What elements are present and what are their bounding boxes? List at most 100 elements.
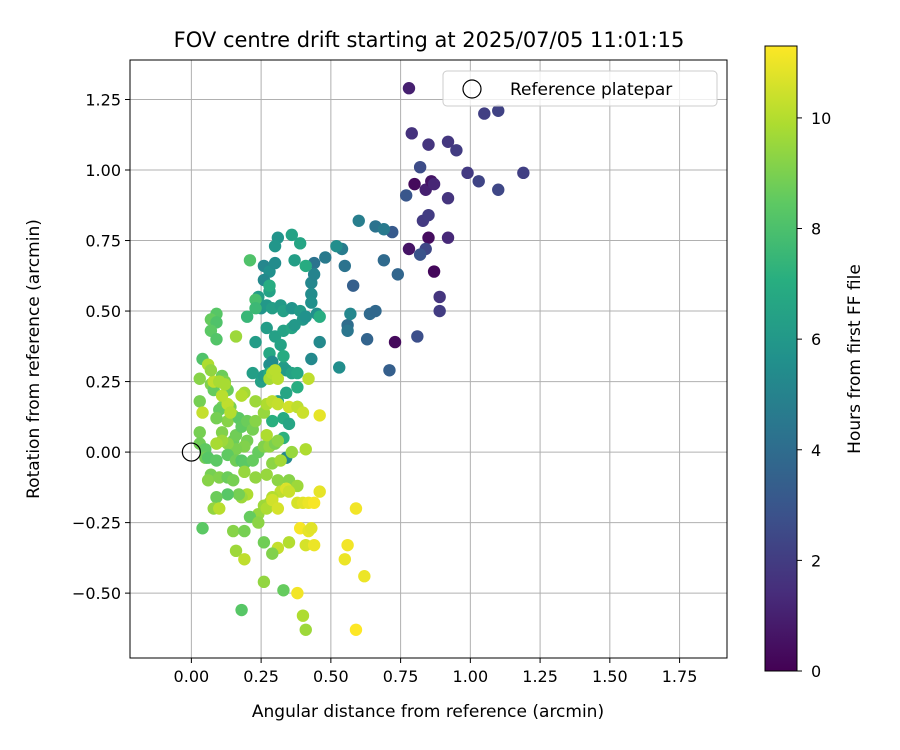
- data-point: [307, 496, 321, 510]
- data-point: [299, 259, 312, 273]
- data-point: [210, 491, 223, 504]
- data-point: [232, 488, 245, 501]
- x-tick-label: 1.00: [453, 667, 489, 686]
- data-point: [282, 485, 296, 498]
- colorbar-label: Hours from first FF file: [845, 264, 865, 454]
- colorbar-ticks: 0 2 4 6 8 10: [797, 109, 831, 681]
- data-point: [319, 251, 332, 264]
- data-point: [492, 104, 505, 117]
- colorbar-tick-label: 8: [811, 220, 821, 239]
- data-point: [313, 335, 326, 349]
- data-point: [360, 333, 374, 346]
- colorbar-tick-label: 2: [811, 551, 821, 570]
- data-point: [263, 279, 276, 292]
- data-point: [235, 603, 248, 617]
- data-point: [305, 296, 318, 309]
- data-point: [422, 231, 435, 244]
- axis-ticks: 0.00 0.25 0.50 0.75 1.00 1.25 1.50 1.75 −0.50 −0.…: [72, 90, 697, 686]
- data-point: [218, 378, 232, 391]
- data-point: [441, 192, 455, 205]
- data-point: [349, 623, 363, 636]
- x-tick-label: 0.25: [243, 667, 279, 686]
- data-point: [282, 536, 296, 549]
- y-tick-label: 0.25: [85, 373, 121, 392]
- reference-point-marker: [181, 442, 201, 462]
- data-point: [227, 524, 240, 538]
- data-point: [408, 177, 421, 191]
- data-point: [282, 417, 296, 431]
- data-point: [313, 409, 326, 422]
- x-tick-label: 0.00: [174, 667, 210, 686]
- data-point: [377, 254, 391, 267]
- data-point: [358, 569, 371, 583]
- y-tick-label: −0.25: [72, 514, 121, 533]
- colorbar: 0 2 4 6 8 10 Hours from first FF file: [764, 45, 865, 681]
- data-point: [341, 538, 354, 552]
- y-tick-label: 1.00: [85, 161, 121, 180]
- data-point: [274, 338, 287, 352]
- data-point: [260, 321, 273, 335]
- y-tick-label: −0.50: [72, 584, 121, 603]
- data-point: [268, 239, 282, 253]
- data-point: [246, 366, 259, 380]
- data-point: [288, 318, 301, 332]
- data-point: [291, 381, 304, 394]
- data-point: [399, 189, 413, 202]
- data-point: [433, 290, 446, 304]
- data-point: [257, 575, 271, 589]
- data-point: [224, 406, 237, 419]
- data-point: [271, 397, 285, 411]
- data-point: [293, 237, 307, 250]
- data-point: [238, 465, 251, 479]
- data-point: [249, 414, 262, 428]
- data-point: [215, 389, 229, 402]
- data-point: [210, 437, 223, 450]
- data-point: [402, 242, 416, 256]
- data-point: [210, 454, 223, 467]
- data-point: [193, 372, 206, 385]
- data-point: [349, 502, 363, 515]
- colorbar-gradient: [764, 45, 798, 672]
- data-point: [196, 406, 209, 419]
- data-point: [305, 352, 318, 366]
- data-point: [492, 183, 505, 196]
- data-point: [257, 536, 271, 549]
- data-point: [291, 586, 304, 600]
- data-point: [352, 214, 365, 227]
- data-point: [229, 330, 243, 343]
- data-point: [330, 239, 343, 253]
- data-point: [243, 254, 257, 267]
- data-point: [271, 372, 285, 385]
- data-point: [517, 166, 530, 180]
- data-points: [193, 82, 530, 636]
- data-point: [296, 609, 310, 622]
- data-point: [274, 454, 287, 467]
- data-point: [249, 471, 262, 484]
- data-point: [411, 330, 424, 343]
- data-point: [252, 516, 265, 529]
- chart-title: FOV centre drift starting at 2025/07/05 …: [174, 28, 685, 52]
- data-point: [271, 434, 285, 448]
- data-point: [210, 333, 223, 346]
- data-point: [268, 256, 282, 270]
- data-point: [338, 553, 352, 566]
- data-point: [277, 349, 290, 363]
- data-point: [193, 426, 206, 439]
- x-tick-label: 0.75: [383, 667, 419, 686]
- data-point: [285, 228, 299, 242]
- colorbar-tick-label: 4: [811, 441, 821, 460]
- data-point: [344, 307, 357, 321]
- data-point: [280, 386, 293, 400]
- data-point: [422, 208, 435, 222]
- x-tick-label: 1.25: [522, 667, 558, 686]
- data-point: [271, 502, 285, 515]
- data-point: [333, 361, 346, 374]
- data-point: [260, 428, 273, 442]
- plot-frame: [129, 59, 728, 659]
- x-axis-label: Angular distance from reference (arcmin): [252, 702, 604, 722]
- data-point: [291, 366, 304, 380]
- data-point: [299, 623, 312, 636]
- data-point: [313, 485, 326, 498]
- data-point: [235, 389, 248, 402]
- data-point: [450, 144, 463, 157]
